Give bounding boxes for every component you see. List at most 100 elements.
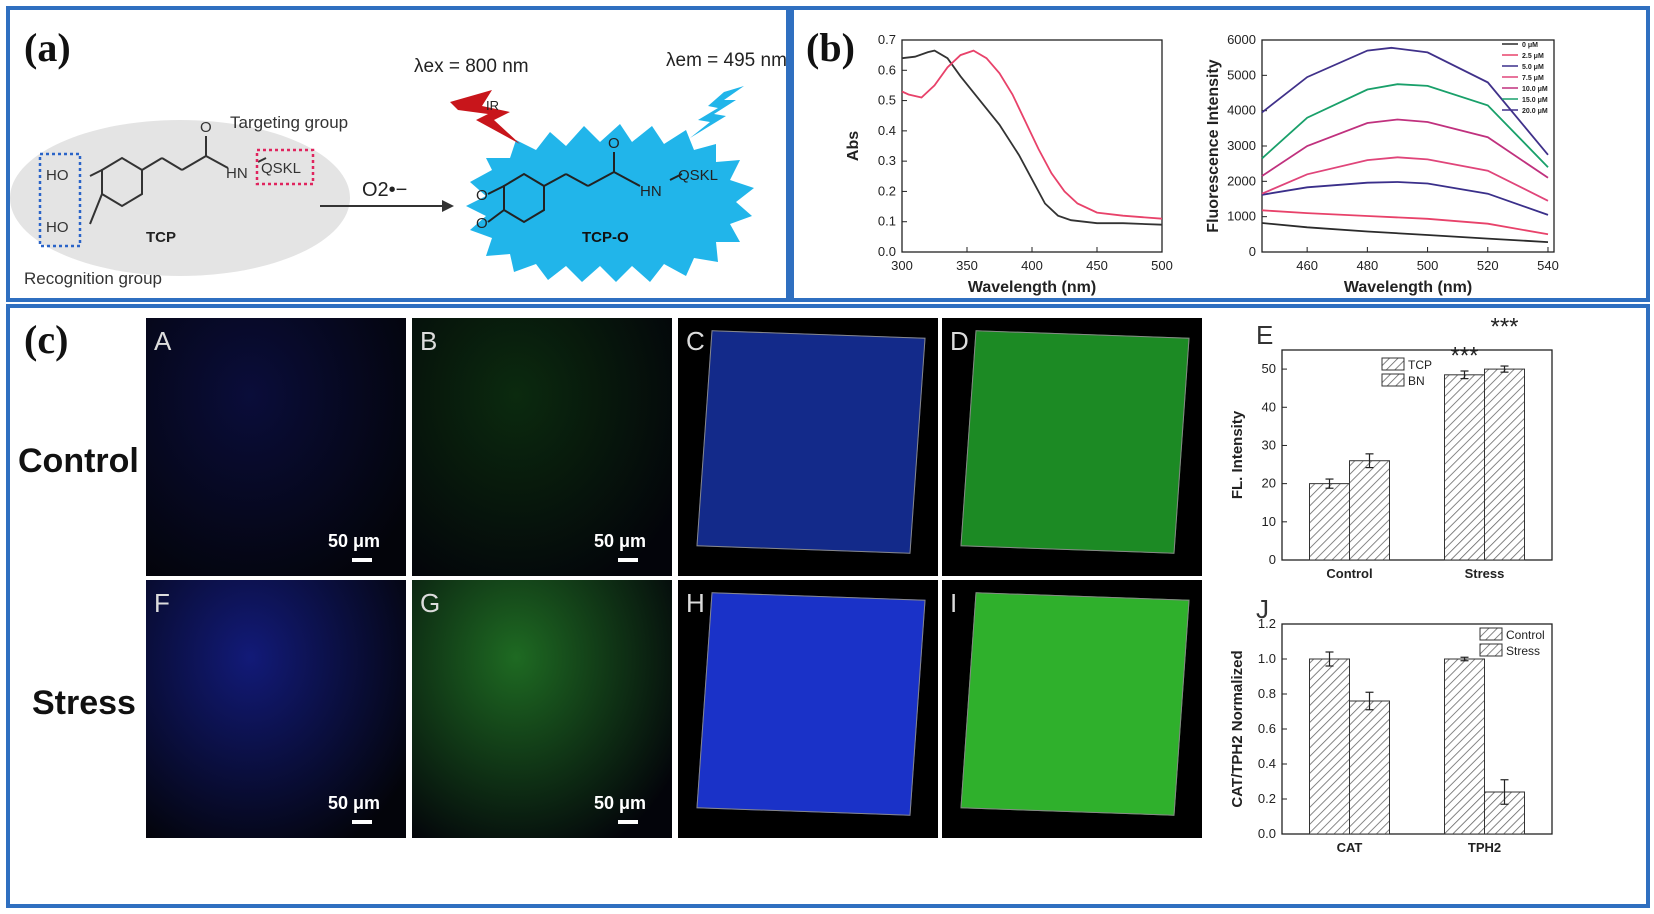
legend-swatch: [1479, 643, 1503, 657]
y-tick-label: 0.6: [878, 62, 896, 77]
panel-c: (c) Control Stress A 50 μm B 50 μm C D F 50 μm G…: [6, 304, 1650, 908]
x-tick-label: 350: [956, 258, 978, 273]
microscopy-image-h: H: [678, 580, 938, 838]
recognition-group-label: Recognition group: [24, 269, 162, 288]
tcpo-bond: [587, 171, 615, 187]
series-line: [1261, 118, 1549, 179]
series-line: [1261, 83, 1549, 168]
tcp-bond: [89, 169, 103, 177]
y-tick-label: 3000: [1227, 138, 1256, 153]
bar: [1309, 658, 1350, 835]
qskl-label: QSKL: [261, 160, 301, 177]
y-tick-label: 1.2: [1258, 616, 1276, 631]
y-tick-label: 0.0: [878, 244, 896, 259]
y-tick-label: 0.7: [878, 32, 896, 47]
legend-label: 2.5 μM: [1522, 53, 1544, 60]
ir-label: IR: [486, 98, 499, 113]
y-tick-label: 10: [1262, 514, 1276, 529]
microscopy-image-i: I: [942, 580, 1202, 838]
tcp-hn-label: HN: [226, 165, 248, 182]
series-line: [1261, 209, 1549, 236]
tcpo-bond: [487, 209, 505, 223]
microscopy-image-c: C: [678, 318, 938, 576]
scale-bar: [352, 820, 372, 824]
image-letter: D: [950, 326, 969, 356]
bar: [1349, 700, 1390, 835]
y-tick-label: 4000: [1227, 103, 1256, 118]
x-category-label: Stress: [1465, 566, 1505, 581]
y-tick-label: 0.6: [1258, 721, 1276, 736]
tcpo-name: TCP-O: [582, 229, 629, 246]
series-line: [901, 49, 1163, 226]
legend-label: 0 μM: [1522, 42, 1538, 49]
y-tick-label: 40: [1262, 399, 1276, 414]
image-letter: A: [154, 326, 172, 356]
microscopy-image-d: D: [942, 318, 1202, 576]
y-tick-label: 0.4: [878, 123, 896, 138]
volume-render: [960, 592, 1190, 816]
legend-label: 15.0 μM: [1522, 97, 1548, 104]
microscopy-image-f: F 50 μm: [146, 580, 406, 838]
y-axis-label: FL. Intensity: [1229, 410, 1246, 499]
targeting-box: [255, 148, 315, 186]
series-line: [1261, 181, 1549, 216]
microscopy-image-b: B 50 μm: [412, 318, 672, 576]
bar: [1484, 791, 1525, 835]
reaction-scheme: HO HO O HN QSKL TCP Targeting group Reco…: [10, 50, 786, 288]
ir-lightning-icon: [450, 90, 520, 144]
volume-render: [960, 330, 1190, 554]
panel-a: (a) HO HO O HN QSKL TCP Targeting group …: [6, 6, 790, 302]
tcpo-bond: [669, 173, 683, 181]
y-axis-label: Abs: [845, 131, 862, 161]
tcpo-hn-label: HN: [640, 183, 662, 200]
fluorescence-chart: 460 480 500 520 540 0 1000 2000 3000 4000 5000 6000…: [1205, 32, 1559, 296]
panel-b: (b) 300 350 400 450 500 0.0 0.1 0.2 0.3 0.4 0.5 0.6…: [790, 6, 1650, 302]
reagent-label: O2•−: [362, 179, 407, 201]
targeting-group-label: Targeting group: [230, 113, 348, 132]
tcp-oxygen-label: O: [200, 119, 212, 136]
x-tick-label: 460: [1296, 258, 1318, 273]
absorbance-chart: 300 350 400 450 500 0.0 0.1 0.2 0.3 0.4 0.5 0.6 0.7 W…: [845, 32, 1173, 296]
scale-bar-label: 50 μm: [327, 531, 380, 551]
x-axis-label: Wavelength (nm): [1344, 279, 1472, 296]
scale-bar-label: 50 μm: [593, 793, 646, 813]
x-tick-label: 400: [1021, 258, 1043, 273]
scale-bar-label: 50 μm: [327, 793, 380, 813]
image-letter: I: [950, 588, 958, 618]
y-tick-label: 0.2: [878, 183, 896, 198]
y-tick-label: 2000: [1227, 173, 1256, 188]
x-tick-label: 500: [1151, 258, 1173, 273]
x-tick-label: 480: [1357, 258, 1379, 273]
y-tick-label: 0.2: [1258, 791, 1276, 806]
tcp-bond: [141, 157, 163, 171]
significance-mark: ***: [1490, 316, 1518, 341]
legend-label: Stress: [1506, 644, 1540, 658]
x-category-label: Control: [1326, 566, 1372, 581]
legend-label: 5.0 μM: [1522, 64, 1544, 71]
bar-chart-j: 0.0 0.2 0.4 0.6 0.8 1.0 1.2 CAT/TPH2 Normalized…: [1229, 594, 1553, 855]
scale-bar-label: 50 μm: [593, 531, 646, 551]
row-label-stress: Stress: [32, 684, 136, 722]
legend-swatch: [1381, 373, 1405, 387]
y-tick-label: 0.5: [878, 93, 896, 108]
tcp-bond: [89, 193, 103, 225]
emission-label: λem = 495 nm: [666, 50, 786, 71]
y-tick-label: 0.3: [878, 153, 896, 168]
legend-label: TCP: [1408, 358, 1432, 372]
tcpo-oxygen-bottom: O: [476, 215, 488, 232]
y-tick-label: 30: [1262, 437, 1276, 452]
series-line: [1261, 156, 1549, 202]
legend-label: 20.0 μM: [1522, 108, 1548, 115]
legend-label: 10.0 μM: [1522, 86, 1548, 93]
recognition-box: [38, 152, 82, 248]
image-letter: F: [154, 588, 170, 618]
volume-render: [696, 592, 926, 816]
y-tick-label: 20: [1262, 476, 1276, 491]
significance-mark: ***: [1450, 342, 1478, 369]
plot-frame: [901, 39, 1163, 253]
series-line: [901, 49, 1163, 220]
y-axis-label: Fluorescence Intensity: [1205, 59, 1222, 232]
image-letter: B: [420, 326, 438, 356]
legend-label: 7.5 μM: [1522, 75, 1544, 82]
bar: [1444, 374, 1485, 561]
